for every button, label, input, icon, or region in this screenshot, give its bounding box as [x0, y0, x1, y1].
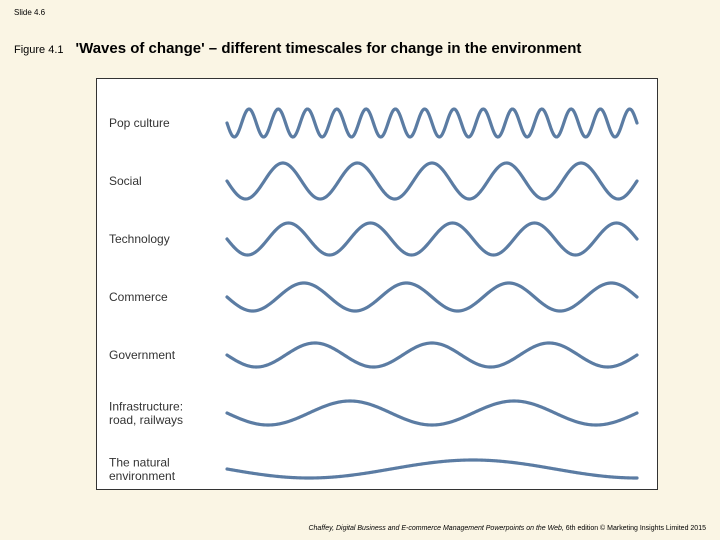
figure-title: 'Waves of change' – different timescales… — [76, 40, 582, 57]
wave-row-label: Government — [109, 348, 176, 362]
wave-row-label: Technology — [109, 232, 170, 246]
waves-chart: Pop culture Social Technology Commerce Gover… — [96, 78, 658, 490]
wave-path — [227, 343, 637, 367]
footer-citation: Chaffey, Digital Business and E-commerce… — [308, 525, 706, 532]
wave-path — [227, 460, 637, 478]
wave-row-label: Infrastructure:road, railways — [109, 399, 183, 427]
footer-rest: 6th edition © Marketing Insights Limited… — [564, 525, 706, 532]
footer-italic: Chaffey, Digital Business and E-commerce… — [308, 525, 563, 532]
wave-path — [227, 109, 637, 137]
waves-svg: Pop culture Social Technology Commerce Gover… — [97, 79, 657, 489]
figure-label: Figure 4.1 — [14, 44, 64, 56]
slide-number: Slide 4.6 — [14, 8, 45, 17]
wave-row-label: The naturalenvironment — [109, 455, 176, 483]
wave-path — [227, 223, 637, 255]
figure-header: Figure 4.1 'Waves of change' – different… — [14, 40, 706, 57]
wave-path — [227, 163, 637, 199]
wave-path — [227, 283, 637, 311]
wave-path — [227, 401, 637, 425]
wave-row-label: Pop culture — [109, 116, 170, 130]
wave-row-label: Commerce — [109, 290, 168, 304]
wave-row-label: Social — [109, 174, 142, 188]
